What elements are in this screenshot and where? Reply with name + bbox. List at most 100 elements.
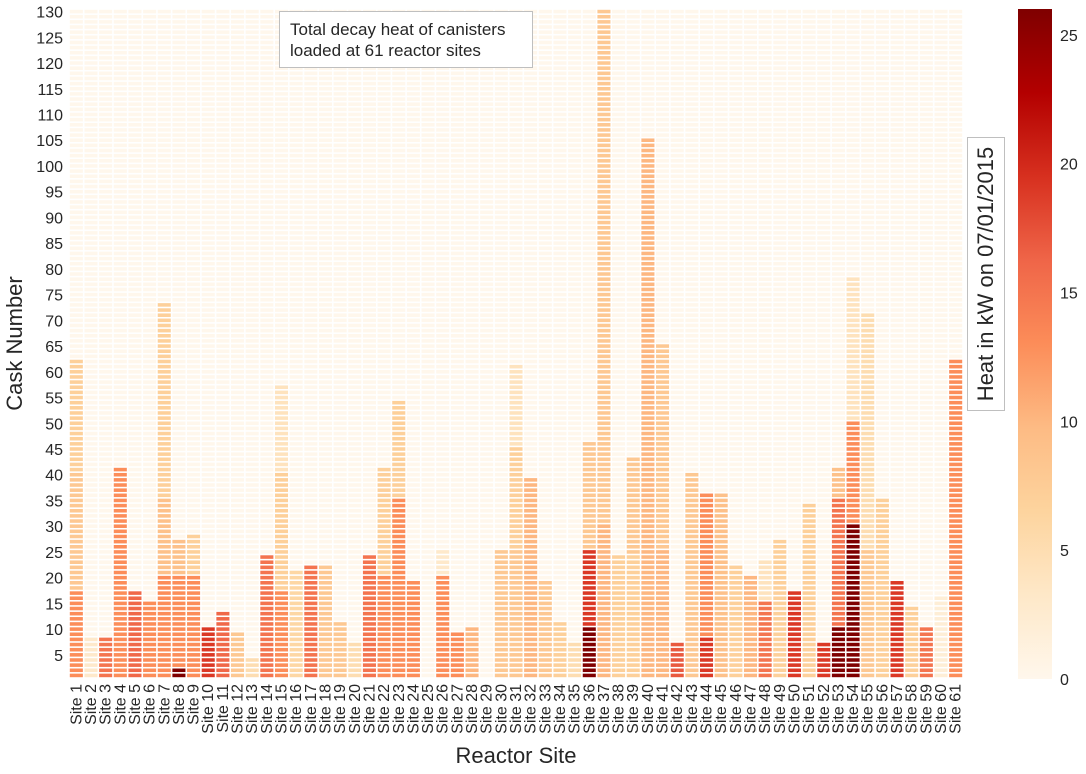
heatmap-cell xyxy=(553,452,567,456)
heatmap-cell xyxy=(157,184,171,189)
heatmap-cell xyxy=(465,143,479,148)
heatmap-cell xyxy=(465,225,479,230)
heatmap-cell xyxy=(480,86,494,91)
heatmap-cell xyxy=(597,570,611,575)
heatmap-cell xyxy=(406,478,420,482)
heatmap-cell xyxy=(553,575,567,580)
heatmap-cell xyxy=(626,514,640,518)
heatmap-cell xyxy=(524,591,538,595)
heatmap-cell xyxy=(113,359,127,364)
heatmap-cell xyxy=(201,267,215,271)
heatmap-cell xyxy=(612,123,626,127)
heatmap-cell xyxy=(69,472,83,477)
heatmap-cell xyxy=(69,334,83,338)
heatmap-cell xyxy=(172,555,186,559)
heatmap-cell xyxy=(406,406,420,410)
heatmap-cell xyxy=(582,611,596,616)
heatmap-cell xyxy=(465,159,479,163)
heatmap-cell xyxy=(421,442,435,446)
heatmap-cell xyxy=(348,148,362,153)
heatmap-cell xyxy=(274,267,289,271)
heatmap-cell xyxy=(348,313,362,317)
heatmap-cell xyxy=(597,81,611,86)
heatmap-cell xyxy=(406,107,420,112)
heatmap-cell xyxy=(612,292,626,297)
heatmap-cell xyxy=(143,313,157,317)
heatmap-cell xyxy=(406,339,420,343)
heatmap-cell xyxy=(289,447,303,451)
heatmap-cell xyxy=(304,220,318,225)
heatmap-cell xyxy=(494,297,508,302)
heatmap-cell xyxy=(553,617,567,621)
heatmap-cell xyxy=(465,503,479,508)
heatmap-cell xyxy=(377,189,391,194)
heatmap-cell xyxy=(377,303,391,307)
heatmap-cell xyxy=(509,627,523,631)
heatmap-cell xyxy=(304,210,318,215)
heatmap-cell xyxy=(216,627,230,631)
heatmap-cell xyxy=(465,472,479,477)
heatmap-cell xyxy=(172,611,186,616)
heatmap-cell xyxy=(143,498,157,503)
heatmap-cell xyxy=(406,375,420,379)
heatmap-cell xyxy=(304,153,318,158)
heatmap-cell xyxy=(538,339,552,343)
heatmap-cell xyxy=(201,282,215,287)
heatmap-cell xyxy=(260,9,274,14)
heatmap-cell xyxy=(524,550,538,554)
heatmap-cell xyxy=(333,236,347,240)
heatmap-cell xyxy=(157,493,171,498)
heatmap-cell xyxy=(538,581,552,585)
heatmap-cell xyxy=(509,467,523,472)
heatmap-cell xyxy=(377,313,391,317)
heatmap-cell xyxy=(450,174,464,179)
heatmap-cell xyxy=(421,328,435,333)
heatmap-cell xyxy=(113,668,127,673)
heatmap-cell xyxy=(216,400,230,405)
heatmap-cell xyxy=(99,272,113,276)
heatmap-cell xyxy=(128,246,142,251)
heatmap-cell xyxy=(509,359,523,364)
heatmap-cell xyxy=(538,45,552,50)
heatmap-cell xyxy=(201,148,215,153)
heatmap-cell xyxy=(304,256,318,261)
heatmap-cell xyxy=(421,606,435,611)
heatmap-cell xyxy=(99,385,113,390)
heatmap-cell xyxy=(509,318,523,323)
heatmap-cell xyxy=(113,50,127,55)
heatmap-cell xyxy=(450,442,464,446)
heatmap-cell xyxy=(318,493,333,498)
heatmap-cell xyxy=(421,349,435,353)
heatmap-cell xyxy=(201,606,215,611)
heatmap-cell xyxy=(377,241,391,245)
heatmap-cell xyxy=(260,349,274,353)
heatmap-cell xyxy=(128,339,142,343)
heatmap-cell xyxy=(362,128,376,132)
heatmap-cell xyxy=(509,539,523,544)
heatmap-cell xyxy=(216,596,230,601)
heatmap-cell xyxy=(538,164,552,168)
heatmap-cell xyxy=(84,431,98,436)
heatmap-cell xyxy=(465,81,479,86)
heatmap-cell xyxy=(568,658,582,662)
heatmap-cell xyxy=(113,30,127,34)
heatmap-cell xyxy=(333,359,347,364)
heatmap-cell xyxy=(538,637,552,642)
heatmap-cell xyxy=(450,617,464,621)
heatmap-cell xyxy=(231,303,245,307)
heatmap-cell xyxy=(421,313,435,317)
heatmap-cell xyxy=(245,488,259,492)
heatmap-cell xyxy=(568,123,582,127)
heatmap-cell xyxy=(582,354,596,359)
heatmap-cell xyxy=(318,215,333,220)
heatmap-cell xyxy=(143,66,157,70)
heatmap-cell xyxy=(509,673,523,678)
heatmap-cell xyxy=(231,179,245,184)
heatmap-cell xyxy=(392,416,406,420)
heatmap-cell xyxy=(582,627,596,631)
heatmap-cell xyxy=(436,282,450,287)
heatmap-cell xyxy=(421,97,435,101)
heatmap-cell xyxy=(333,102,347,106)
heatmap-cell xyxy=(450,86,464,91)
heatmap-cell xyxy=(216,267,230,271)
